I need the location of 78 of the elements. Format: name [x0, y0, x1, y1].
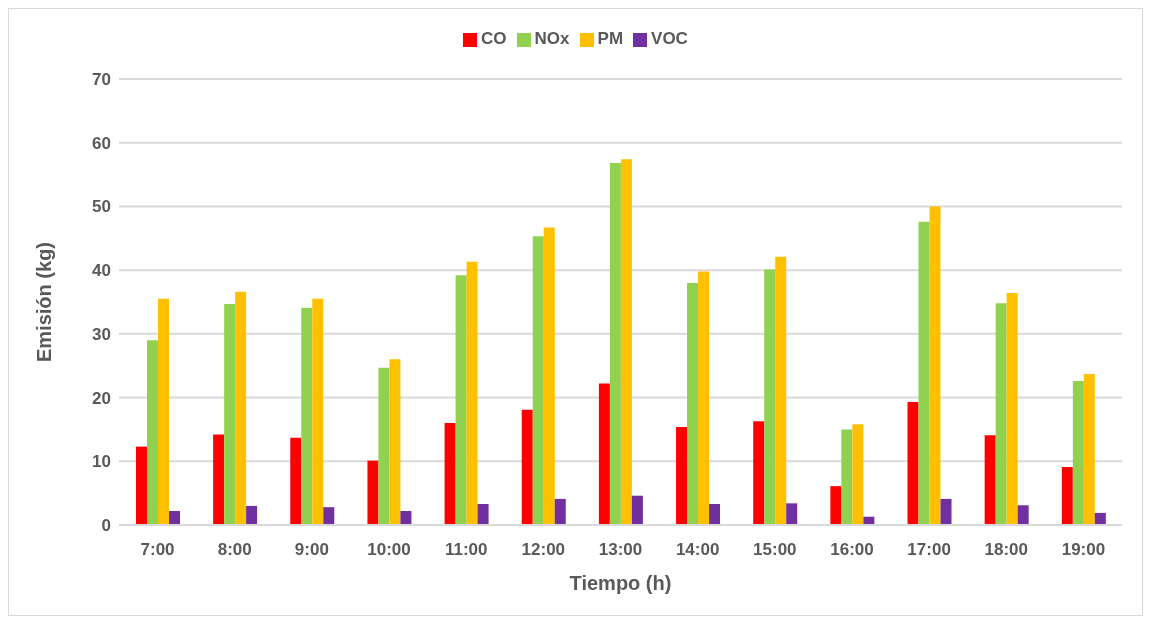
bar	[830, 486, 842, 525]
x-tick-label: 18:00	[984, 540, 1029, 560]
bar	[1094, 512, 1106, 525]
y-axis-title: Emisión (kg)	[33, 241, 56, 363]
bar	[984, 435, 996, 525]
bar	[918, 221, 930, 525]
bar	[1017, 505, 1029, 525]
bar	[764, 269, 776, 525]
x-axis-title: Tiempo (h)	[569, 572, 672, 594]
y-tick-label: 20	[92, 388, 111, 408]
x-tick-label: 15:00	[753, 540, 797, 560]
y-tick-label: 0	[101, 516, 111, 536]
bar	[631, 495, 643, 525]
bar	[1061, 467, 1073, 525]
bar	[521, 409, 533, 525]
bar	[598, 383, 610, 525]
bar	[146, 340, 158, 525]
bar	[389, 359, 401, 525]
bar	[687, 282, 699, 525]
bar	[400, 510, 412, 525]
bar	[224, 303, 236, 525]
y-tick-label: 40	[92, 261, 111, 281]
bar	[213, 434, 225, 525]
x-tick-label: 12:00	[521, 540, 566, 560]
x-tick-label: 17:00	[907, 540, 951, 560]
y-tick-label: 50	[92, 197, 111, 217]
bar	[698, 271, 710, 525]
bar	[709, 503, 721, 525]
bar	[367, 460, 379, 525]
bar	[775, 256, 787, 525]
bar	[841, 429, 853, 525]
bar	[852, 424, 864, 525]
bar	[786, 503, 798, 525]
bar	[312, 298, 324, 525]
y-tick-label: 60	[92, 133, 111, 153]
bar	[1083, 374, 1095, 525]
bar	[246, 505, 258, 525]
x-tick-label: 13:00	[598, 540, 643, 560]
bar	[157, 298, 169, 525]
bar	[168, 510, 180, 525]
bar	[444, 423, 456, 525]
bar	[907, 402, 919, 525]
legend-label: PM	[597, 29, 624, 48]
bar	[301, 307, 313, 525]
bar	[378, 367, 390, 525]
bar	[620, 159, 632, 525]
bar	[753, 421, 765, 525]
bar	[466, 261, 478, 525]
y-tick-label: 70	[92, 70, 111, 90]
x-tick-label: 11:00	[444, 540, 488, 560]
bar	[532, 236, 544, 525]
bar	[235, 291, 247, 525]
bar	[1072, 381, 1084, 525]
bar	[135, 446, 147, 525]
bar	[290, 437, 302, 525]
bar	[477, 503, 489, 525]
bar	[995, 303, 1007, 525]
bar	[543, 227, 555, 525]
bar	[940, 498, 952, 525]
x-tick-label: 9:00	[294, 540, 329, 560]
x-tick-label: 8:00	[217, 540, 252, 560]
legend-label: VOC	[651, 29, 688, 48]
x-tick-label: 10:00	[367, 540, 411, 560]
x-tick-label: 16:00	[830, 540, 874, 560]
bar	[1006, 293, 1018, 525]
x-tick-label: 19:00	[1061, 540, 1106, 560]
bar	[676, 426, 688, 525]
bar	[455, 275, 467, 525]
legend-label: CO	[481, 29, 507, 48]
y-tick-label: 30	[92, 324, 111, 344]
x-tick-label: 14:00	[675, 540, 720, 560]
x-tick-label: 7:00	[140, 540, 175, 560]
bar	[554, 498, 566, 525]
legend-label: NOx	[534, 29, 570, 48]
y-tick-label: 10	[92, 452, 111, 472]
bar	[323, 507, 335, 525]
bar	[609, 163, 621, 525]
bar	[929, 206, 941, 525]
